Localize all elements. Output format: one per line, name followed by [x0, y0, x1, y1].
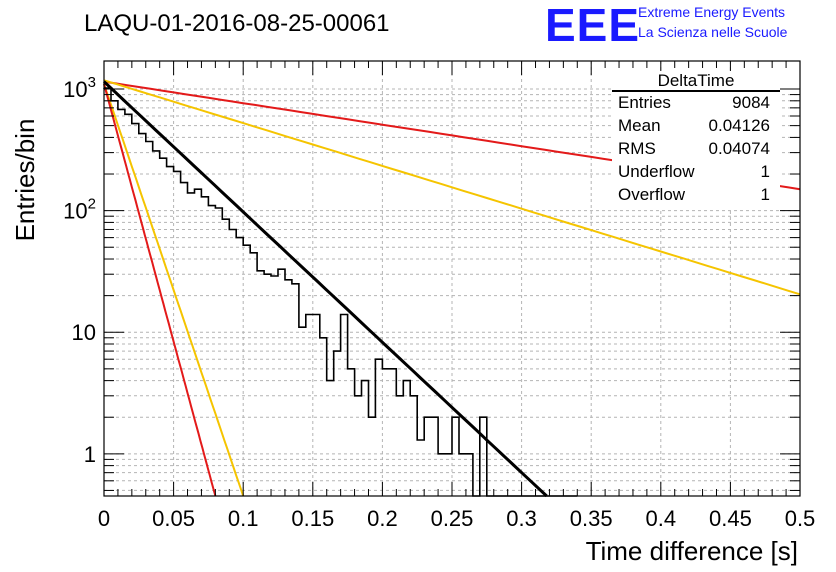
- stats-label: Underflow: [618, 162, 695, 181]
- axis-ticks: [103, 61, 801, 496]
- y-tick-labels: 1 10 102 103: [63, 74, 96, 467]
- plot-title: LAQU-01-2016-08-25-00061: [84, 10, 390, 37]
- stats-label: RMS: [618, 139, 656, 158]
- x-tick-label: 0.45: [709, 506, 752, 531]
- x-tick-label: 0.2: [367, 506, 398, 531]
- x-tick-label: 0.5: [785, 506, 816, 531]
- stats-row-underflow: Underflow 1: [618, 162, 770, 184]
- x-tick-label: 0.4: [646, 506, 677, 531]
- histogram-outline: [103, 87, 578, 497]
- stats-row-entries: Entries 9084: [618, 93, 770, 115]
- reference-curves: [103, 79, 801, 497]
- stats-row-rms: RMS 0.04074: [618, 139, 770, 161]
- x-tick-label: 0: [98, 506, 110, 531]
- y-tick-label: 103: [63, 74, 96, 102]
- stats-box: DeltaTime Entries 9084 Mean 0.04126 RMS …: [612, 71, 780, 209]
- x-tick-label: 0.15: [291, 506, 334, 531]
- eee-logo: EEE: [545, 0, 641, 51]
- curve-yellow-fast: [103, 83, 245, 497]
- x-axis-label: Time difference [s]: [586, 536, 798, 566]
- stats-value: 1: [760, 162, 770, 181]
- stats-title-underline: [612, 90, 780, 92]
- stats-value: 0.04074: [708, 139, 770, 158]
- stats-row-mean: Mean 0.04126: [618, 116, 770, 138]
- logo-line-1: Extreme Energy Events: [638, 4, 786, 20]
- curve-red-fast: [103, 83, 217, 497]
- x-tick-label: 0.1: [228, 506, 259, 531]
- stats-value: 0.04126: [708, 116, 770, 135]
- stats-value: 9084: [732, 93, 770, 112]
- fit-curve: [102, 80, 548, 498]
- stats-label: Mean: [618, 116, 661, 135]
- x-tick-label: 0.35: [570, 506, 613, 531]
- stats-title: DeltaTime: [657, 71, 735, 90]
- y-axis-label: Entries/bin: [10, 119, 40, 242]
- stats-label: Entries: [618, 93, 671, 112]
- logo-line-2: La Scienza nelle Scuole: [638, 24, 788, 40]
- y-tick-label: 10: [72, 320, 96, 345]
- x-tick-label: 0.05: [152, 506, 195, 531]
- x-tick-labels: 0 0.05 0.1 0.15 0.2 0.25 0.3 0.35 0.4 0.45 0.5: [98, 506, 815, 531]
- curve-yellow-slow: [103, 79, 801, 296]
- stats-value: 1: [760, 185, 770, 204]
- fit-curve-group: [102, 80, 548, 498]
- histogram: [103, 87, 578, 497]
- stats-label: Overflow: [618, 185, 686, 204]
- y-tick-label: 102: [63, 196, 96, 224]
- x-tick-label: 0.25: [431, 506, 474, 531]
- x-tick-label: 0.3: [506, 506, 537, 531]
- stats-row-overflow: Overflow 1: [618, 185, 770, 207]
- y-tick-label: 1: [84, 442, 96, 467]
